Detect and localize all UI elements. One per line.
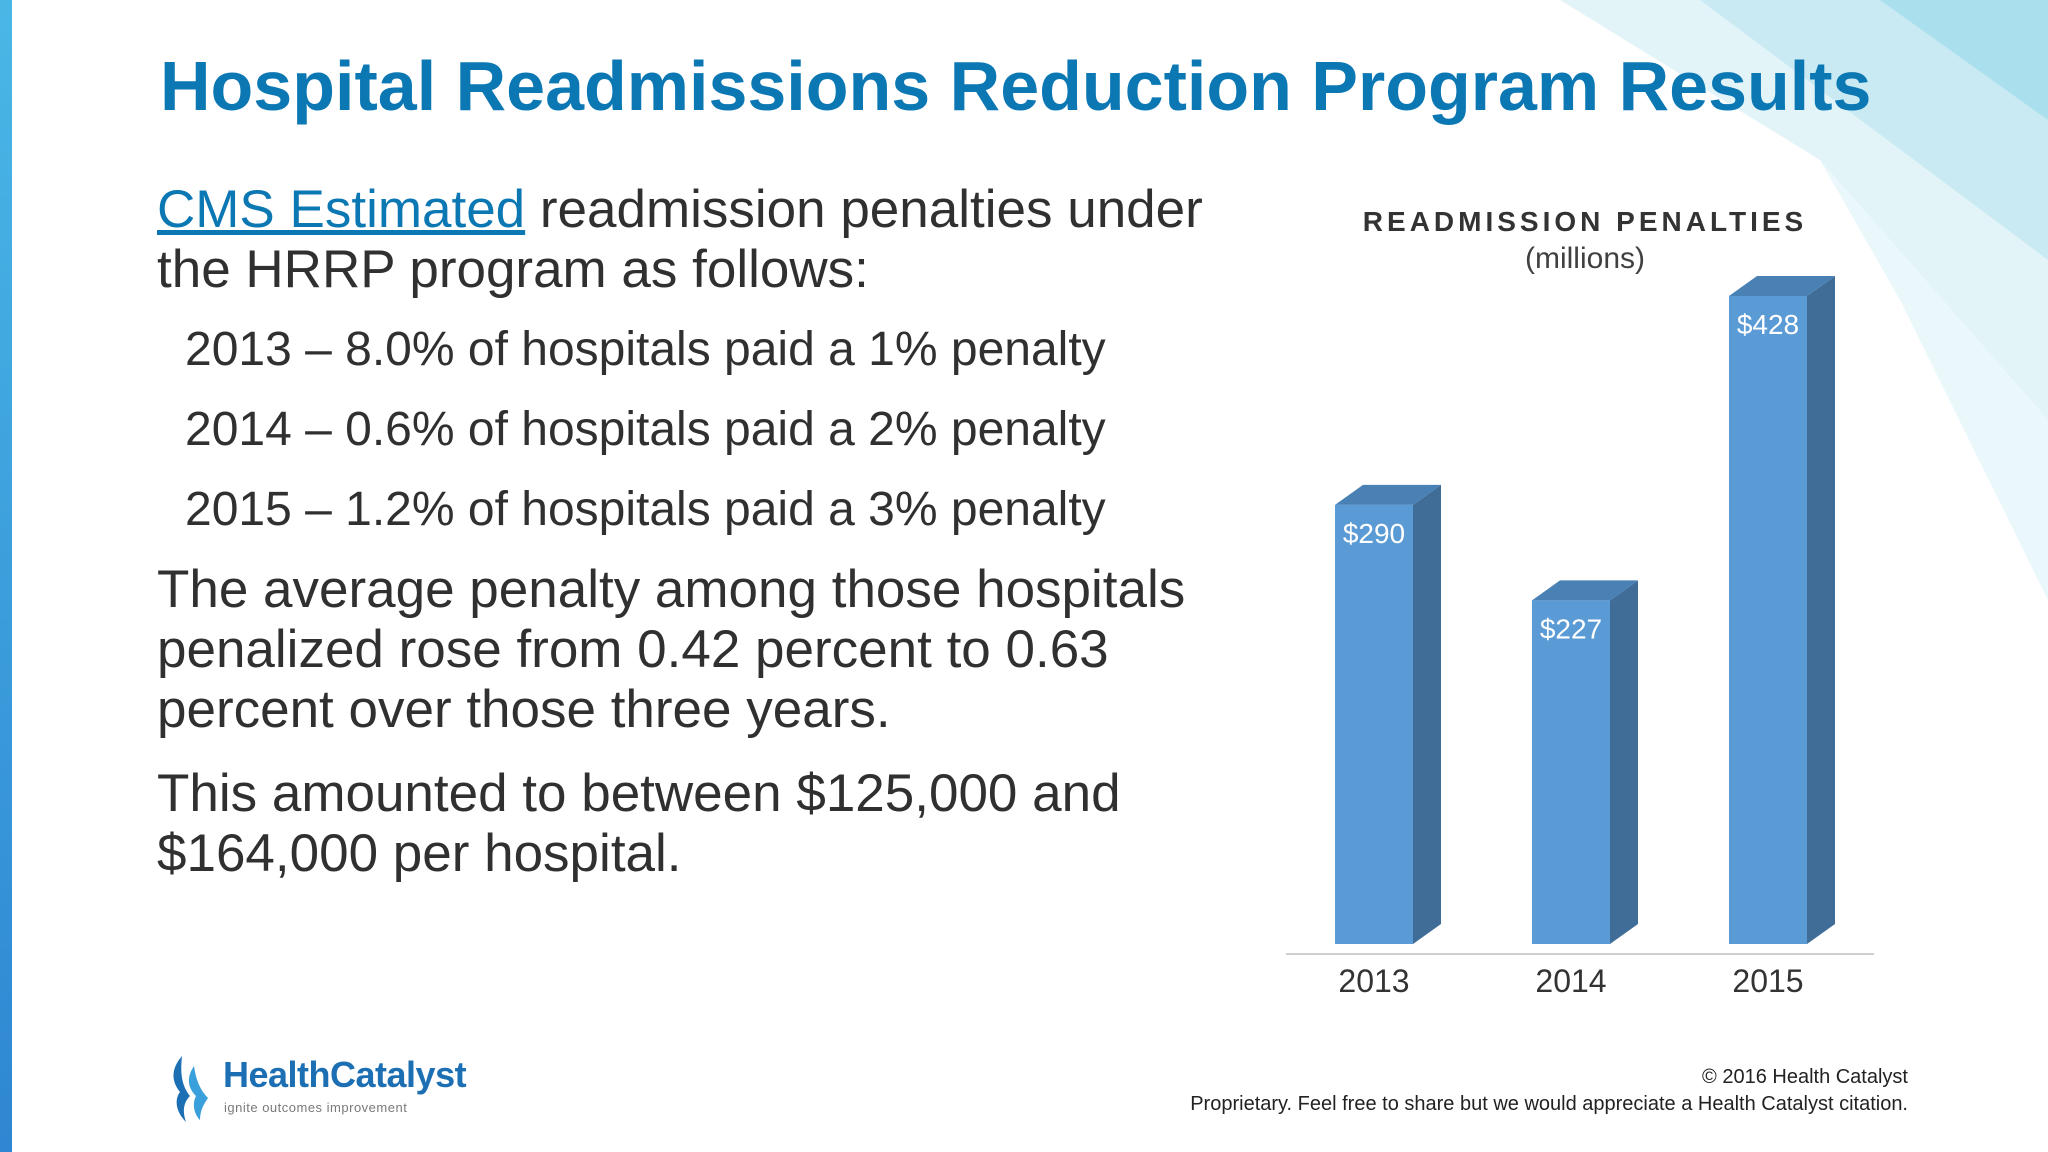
bar-side-2014: [1610, 580, 1638, 944]
slide-title: Hospital Readmissions Reduction Program …: [160, 47, 1872, 125]
bullet-2014: 2014 – 0.6% of hospitals paid a 2% penal…: [185, 403, 1106, 456]
footer-copyright: © 2016 Health Catalyst: [1702, 1066, 1908, 1088]
average-penalty-paragraph: The average penalty among those hospital…: [157, 560, 1186, 739]
footer: © 2016 Health Catalyst Proprietary. Feel…: [1190, 1064, 1908, 1118]
bar-top-2014: [1532, 580, 1638, 601]
footer-notice: Proprietary. Feel free to share but we w…: [1190, 1093, 1908, 1115]
intro-paragraph: CMS Estimated readmission penalties unde…: [157, 180, 1247, 300]
amount-paragraph: This amounted to between $125,000 and $1…: [157, 764, 1121, 883]
data-label-2013: $290: [1343, 518, 1405, 549]
x-tick-label-2015: 2015: [1732, 963, 1803, 999]
chart-subtitle: (millions): [1525, 242, 1645, 275]
x-tick-label-2014: 2014: [1535, 963, 1606, 999]
readmission-penalties-chart: READMISSION PENALTIES (millions) $290 201…: [1270, 190, 1930, 1010]
flame-icon: [173, 1056, 208, 1122]
left-accent-stripe: [0, 0, 12, 1152]
bar-2013: [1335, 504, 1413, 944]
x-tick-label-2013: 2013: [1338, 963, 1409, 999]
bullet-2015: 2015 – 1.2% of hospitals paid a 3% penal…: [185, 483, 1106, 536]
bar-side-2015: [1807, 276, 1835, 944]
data-label-2015: $428: [1737, 309, 1799, 340]
data-label-2014: $227: [1540, 613, 1602, 644]
chart-plot: $290 2013 $227 2014 $428 2015: [1286, 276, 1874, 999]
intro-text: readmission penalties under the HRRP pro…: [157, 180, 1203, 299]
health-catalyst-logo: HealthCatalyst ignite outcomes improveme…: [168, 1052, 468, 1124]
body-text: CMS Estimated readmission penalties unde…: [157, 180, 1247, 904]
bar-top-2015: [1729, 276, 1835, 296]
bar-2015: [1729, 296, 1807, 944]
bar-side-2013: [1413, 484, 1441, 944]
cms-estimated-link[interactable]: CMS Estimated: [157, 180, 526, 239]
logo-tagline: ignite outcomes improvement: [224, 1100, 408, 1115]
bar-2014: [1532, 600, 1610, 944]
bullet-2013: 2013 – 8.0% of hospitals paid a 1% penal…: [185, 323, 1106, 376]
bar-top-2013: [1335, 484, 1441, 505]
logo-name: HealthCatalyst: [223, 1054, 467, 1095]
chart-title: READMISSION PENALTIES: [1362, 206, 1808, 237]
